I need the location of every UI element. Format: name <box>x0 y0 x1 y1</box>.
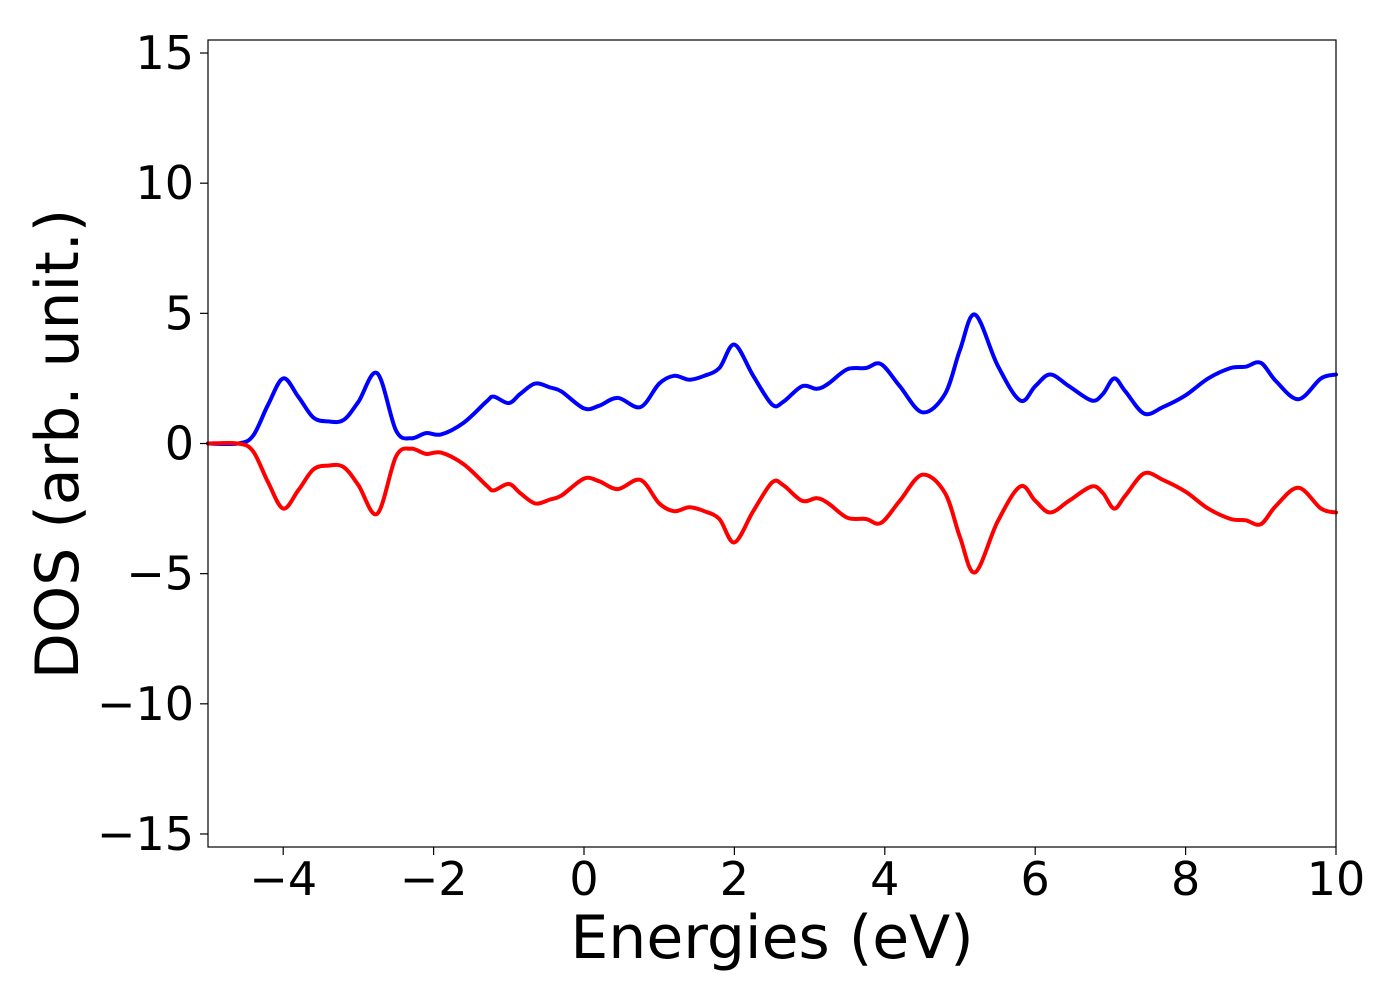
x-tick-label: 10 <box>1307 852 1366 906</box>
x-tick-label: 4 <box>870 852 899 906</box>
y-tick-label: −10 <box>97 677 194 731</box>
x-tick-label: −4 <box>249 852 317 906</box>
x-tick-label: 6 <box>1021 852 1050 906</box>
y-tick-label: 10 <box>135 156 194 210</box>
series-line-spin-up <box>206 312 1338 447</box>
x-tick-label: 2 <box>720 852 749 906</box>
x-tick-label: −2 <box>400 852 468 906</box>
y-axis-title: DOS (arb. unit.) <box>23 209 93 679</box>
x-axis-ticks: −4 −2 0 2 4 6 8 10 <box>249 847 1365 906</box>
series-layer <box>206 312 1338 575</box>
y-tick-label: −15 <box>97 807 194 861</box>
y-axis-ticks: −15 −10 −5 0 5 10 15 <box>97 26 208 861</box>
x-tick-label: 8 <box>1171 852 1200 906</box>
y-tick-label: −5 <box>126 547 194 601</box>
plot-frame <box>207 39 1337 848</box>
x-axis-title: Energies (eV) <box>570 903 973 973</box>
series-line-spin-down <box>206 440 1338 575</box>
y-tick-label: 0 <box>165 417 194 471</box>
y-tick-label: 15 <box>135 26 194 80</box>
y-tick-label: 5 <box>165 286 194 340</box>
x-tick-label: 0 <box>569 852 598 906</box>
